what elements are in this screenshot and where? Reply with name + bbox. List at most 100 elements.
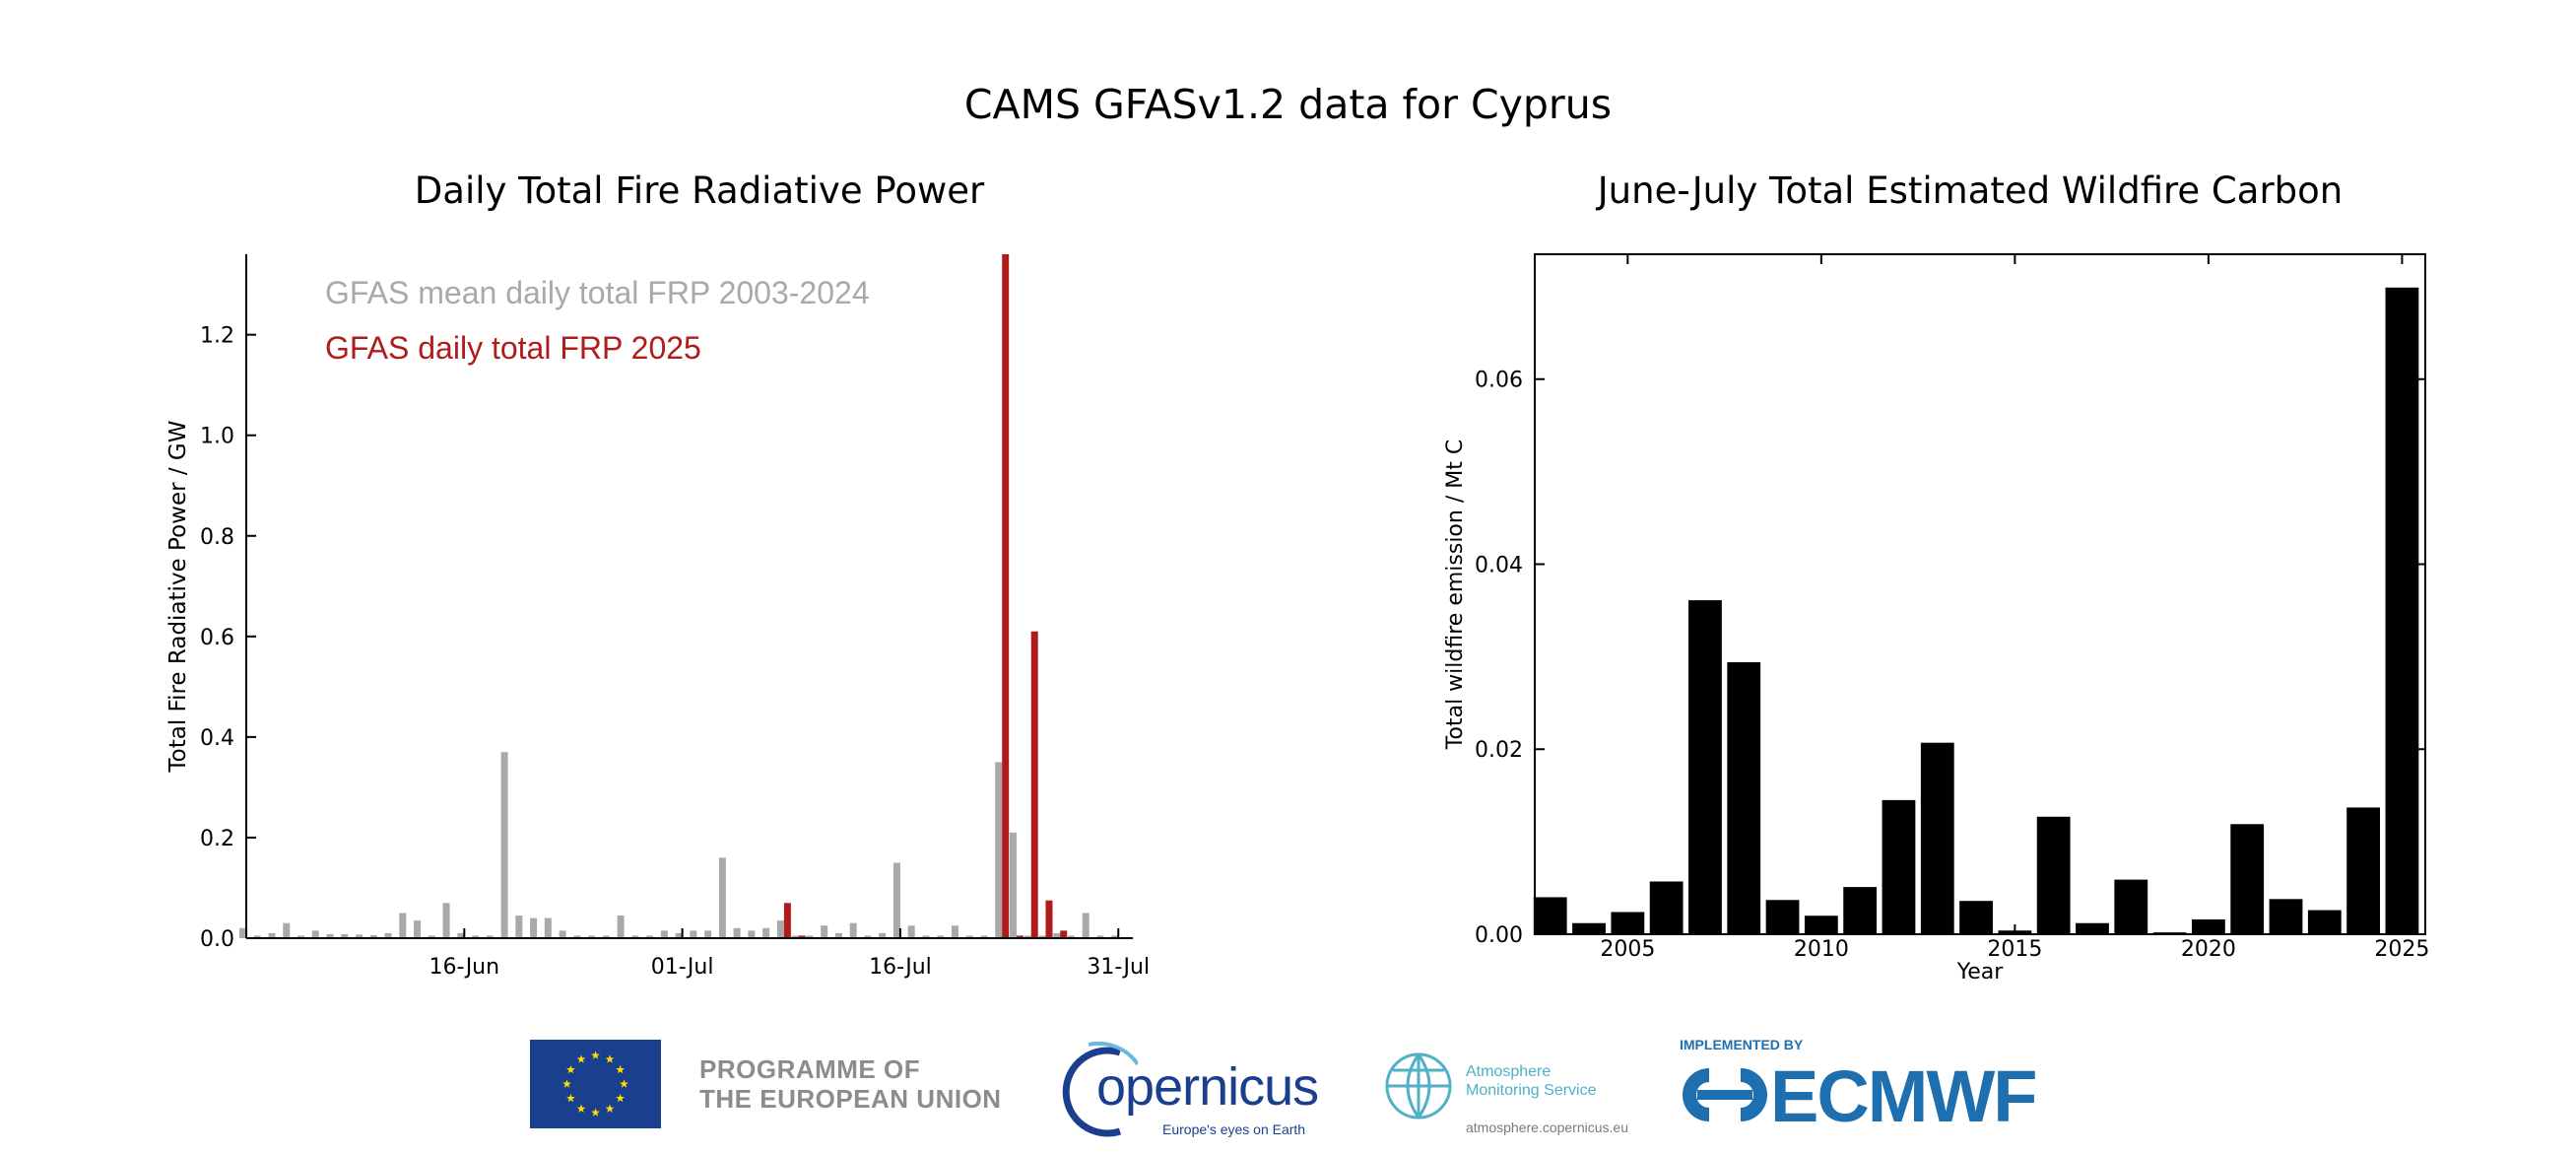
cams-globe-icon <box>1385 1052 1452 1119</box>
carbon-bar <box>2346 807 2381 934</box>
carbon-bar <box>2076 922 2109 934</box>
mean-frp-bar <box>356 934 363 938</box>
carbon-bar <box>1611 912 1645 934</box>
ecmwf-implemented-by: IMPLEMENTED BY <box>1680 1037 1804 1052</box>
mean-frp-bar <box>879 932 887 938</box>
copernicus-wordmark: opernicus <box>1096 1057 1319 1117</box>
mean-frp-bar <box>399 913 407 938</box>
frp-2025-bar <box>1030 631 1038 938</box>
carbon-plot-frame <box>1534 253 2426 935</box>
frp-2025-bar <box>1002 254 1010 938</box>
carbon-bar <box>1727 662 1761 934</box>
carbon-y-tick-label: 0.04 <box>1475 553 1523 577</box>
mean-frp-bar <box>1082 913 1090 938</box>
charts-canvas: 0.0 0.2 0.4 0.6 0.8 1.0 1.2 16-Jun 01-Jul 16-Jul 3… <box>165 253 2429 984</box>
carbon-y-tick-label: 0.00 <box>1475 923 1523 948</box>
mean-frp-bar <box>1009 832 1017 938</box>
mean-frp-bar <box>892 862 900 938</box>
carbon-bar <box>1882 799 1916 934</box>
mean-frp-bar <box>457 932 465 938</box>
carbon-x-tick-label: 2025 <box>2374 937 2429 962</box>
mean-frp-bar <box>384 932 392 938</box>
page-title: CAMS GFASv1.2 data for Cyprus <box>963 81 1613 128</box>
frp-x-tick-label: 16-Jun <box>429 955 500 980</box>
copernicus-logo: opernicus Europe's eyes on Earth <box>1059 1035 1319 1143</box>
carbon-bar <box>2230 824 2265 934</box>
eu-star-icon <box>566 1093 575 1103</box>
mean-frp-bar <box>239 927 246 938</box>
carbon-bar <box>1649 881 1684 934</box>
carbon-bar <box>2036 816 2071 934</box>
mean-frp-bar <box>297 935 305 938</box>
mean-frp-bar <box>500 752 508 938</box>
frp-2025-bar <box>798 935 806 938</box>
eu-star-icon <box>616 1064 625 1074</box>
eu-programme-text: PROGRAMME OF THE EUROPEAN UNION <box>699 1054 1002 1114</box>
eu-text-line2: THE EUROPEAN UNION <box>699 1084 1002 1114</box>
frp-y-tick-label: 1.0 <box>200 425 234 449</box>
mean-frp-bar <box>762 927 770 938</box>
cams-logo: Atmosphere Monitoring Service atmosphere… <box>1379 1035 1645 1143</box>
mean-frp-bar <box>806 935 814 938</box>
mean-frp-bar <box>428 935 435 938</box>
mean-frp-bar <box>472 935 480 938</box>
eu-star-icon <box>591 1108 600 1117</box>
mean-frp-bar <box>937 935 945 938</box>
mean-frp-bar <box>834 932 842 938</box>
mean-frp-bar <box>718 857 726 938</box>
cams-name-line2: Monitoring Service <box>1466 1082 1597 1099</box>
mean-frp-bar <box>690 930 697 938</box>
carbon-bar <box>2307 910 2342 934</box>
carbon-y-tick-label: 0.02 <box>1475 738 1523 763</box>
mean-frp-bar <box>283 922 291 938</box>
mean-frp-bar <box>1111 935 1119 938</box>
ecmwf-logo: IMPLEMENTED BY ECMWF <box>1680 1035 2037 1143</box>
cams-name-line1: Atmosphere <box>1466 1063 1552 1080</box>
eu-star-icon <box>616 1093 625 1103</box>
mean-frp-bar <box>907 925 915 938</box>
mean-frp-bar <box>559 930 566 938</box>
mean-frp-bar <box>530 917 538 938</box>
carbon-bar <box>1765 900 1800 934</box>
eu-star-icon <box>605 1104 615 1113</box>
eu-star-icon <box>620 1079 628 1088</box>
eu-text-line1: PROGRAMME OF <box>699 1054 921 1084</box>
carbon-bar <box>1843 887 1878 934</box>
carbon-chart-title: June-July Total Estimated Wildfire Carbo… <box>1597 170 2344 212</box>
eu-star-icon <box>605 1054 615 1063</box>
ecmwf-emblem-icon <box>1683 1068 1767 1121</box>
mean-frp-bar <box>602 935 610 938</box>
mean-frp-bar <box>369 934 377 938</box>
mean-frp-bar <box>660 930 668 938</box>
frp-daily-chart: 0.0 0.2 0.4 0.6 0.8 1.0 1.2 16-Jun 01-Jul 16-Jul 3… <box>165 254 1150 980</box>
partner-logos: PROGRAMME OF THE EUROPEAN UNION opernicu… <box>0 1025 2576 1153</box>
eu-star-icon <box>576 1054 586 1063</box>
eu-star-icon <box>562 1079 571 1088</box>
mean-frp-bar <box>486 935 494 938</box>
frp-chart-title: Daily Total Fire Radiative Power <box>414 170 985 212</box>
mean-frp-bar <box>951 925 958 938</box>
mean-frp-bar <box>268 932 276 938</box>
carbon-x-tick-label: 2015 <box>1987 937 2042 962</box>
mean-frp-bar <box>588 935 596 938</box>
ecmwf-wordmark: ECMWF <box>1770 1055 2037 1137</box>
mean-frp-bar <box>326 933 334 938</box>
copernicus-tagline: Europe's eyes on Earth <box>1162 1121 1306 1137</box>
mean-frp-bar <box>515 916 523 938</box>
mean-frp-bar <box>965 935 973 938</box>
copernicus-c-icon <box>1062 1047 1122 1137</box>
frp-x-tick-label: 01-Jul <box>651 955 714 980</box>
frp-legend-entry: GFAS mean daily total FRP 2003-2024 <box>325 275 870 310</box>
frp-y-axis-label: Total Fire Radiative Power / GW <box>165 421 191 774</box>
mean-frp-bar <box>631 935 639 938</box>
frp-y-tick-label: 0.8 <box>200 525 234 550</box>
frp-x-tick-label: 16-Jul <box>869 955 932 980</box>
mean-frp-bar <box>748 930 756 938</box>
carbon-y-tick-label: 0.06 <box>1475 369 1523 393</box>
frp-2025-bar <box>783 903 791 938</box>
mean-frp-bar <box>864 935 872 938</box>
frp-2025-bar <box>1045 900 1053 938</box>
eu-star-icon <box>576 1104 586 1113</box>
carbon-x-tick-label: 2010 <box>1794 937 1849 962</box>
mean-frp-bar <box>646 935 654 938</box>
